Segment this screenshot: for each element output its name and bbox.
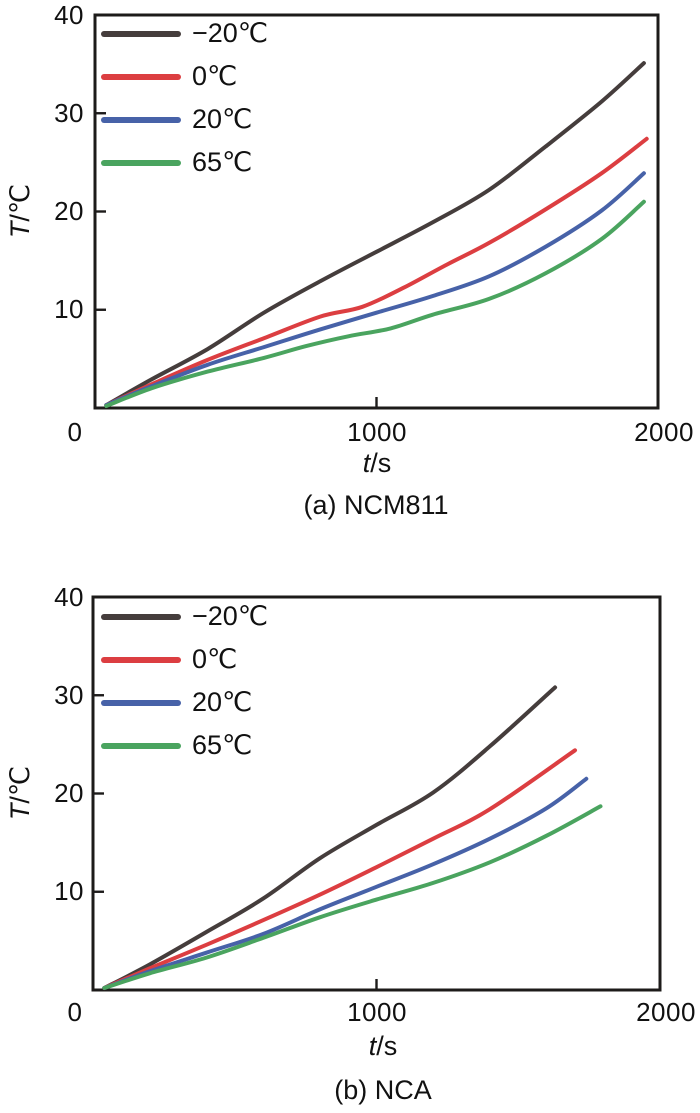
legend-line-65c [101, 159, 181, 166]
legend-label-minus20c: −20℃ [192, 18, 269, 48]
legend-label-65c: 65℃ [192, 730, 253, 760]
x-axis-label-a: t/s [177, 447, 577, 479]
x-axis-unit: /s [370, 448, 392, 478]
x-axis-symbol: t [368, 1031, 377, 1061]
legend-line-0c [101, 73, 181, 80]
y-tick-20-b: 20 [54, 778, 84, 808]
legend-item-20c: 20℃ [101, 687, 268, 718]
x-tick-2000-b: 2000 [636, 997, 696, 1027]
y-tick-40-a: 40 [54, 0, 84, 30]
x-tick-2000-a: 2000 [634, 417, 694, 447]
caption-b: (b) NCA [334, 1075, 432, 1105]
legend-line-minus20c [101, 30, 181, 37]
legend-item-minus20c: −20℃ [101, 601, 268, 632]
legend-item-20c: 20℃ [101, 104, 268, 135]
x-axis-label-b: t/s [183, 1030, 583, 1062]
legend-label-minus20c: −20℃ [192, 601, 269, 631]
legend-label-20c: 20℃ [192, 687, 253, 717]
x-axis-unit: /s [376, 1031, 398, 1061]
chart-a: T/℃ 40 30 20 10 0 1000 2000 −20℃ 0℃ 20℃ … [5, 0, 694, 520]
x-tick-1000-b: 1000 [347, 997, 407, 1027]
y-tick-20-a: 20 [54, 196, 84, 226]
legend-line-20c [101, 699, 181, 706]
legend-label-0c: 0℃ [192, 644, 238, 674]
legend-item-65c: 65℃ [101, 730, 268, 761]
y-tick-40-b: 40 [54, 582, 84, 612]
legend-line-0c [101, 656, 181, 663]
y-tick-30-a: 30 [54, 98, 84, 128]
x-tick-0-a: 0 [67, 417, 83, 447]
chart-b-canvas [91, 595, 662, 992]
chart-b: T/℃ 40 30 20 10 0 1000 2000 −20℃ 0℃ 20℃ … [0, 560, 700, 1113]
legend-line-20c [101, 116, 181, 123]
legend-line-minus20c [101, 613, 181, 620]
y-tick-10-b: 10 [54, 876, 84, 906]
x-tick-0-b: 0 [67, 997, 83, 1027]
legend-item-0c: 0℃ [101, 644, 268, 675]
caption-a: (a) NCM811 [303, 490, 449, 520]
legend-a: −20℃ 0℃ 20℃ 65℃ [101, 18, 268, 178]
legend-label-65c: 65℃ [192, 147, 253, 177]
x-axis-symbol: t [362, 448, 371, 478]
chart-a-canvas [93, 13, 660, 410]
y-tick-10-a: 10 [54, 294, 84, 324]
legend-b: −20℃ 0℃ 20℃ 65℃ [101, 601, 268, 761]
legend-label-20c: 20℃ [192, 104, 253, 134]
legend-line-65c [101, 742, 181, 749]
legend-label-0c: 0℃ [192, 61, 238, 91]
y-tick-30-b: 30 [54, 680, 84, 710]
x-tick-1000-a: 1000 [347, 417, 407, 447]
legend-item-minus20c: −20℃ [101, 18, 268, 49]
legend-item-65c: 65℃ [101, 147, 268, 178]
legend-item-0c: 0℃ [101, 61, 268, 92]
